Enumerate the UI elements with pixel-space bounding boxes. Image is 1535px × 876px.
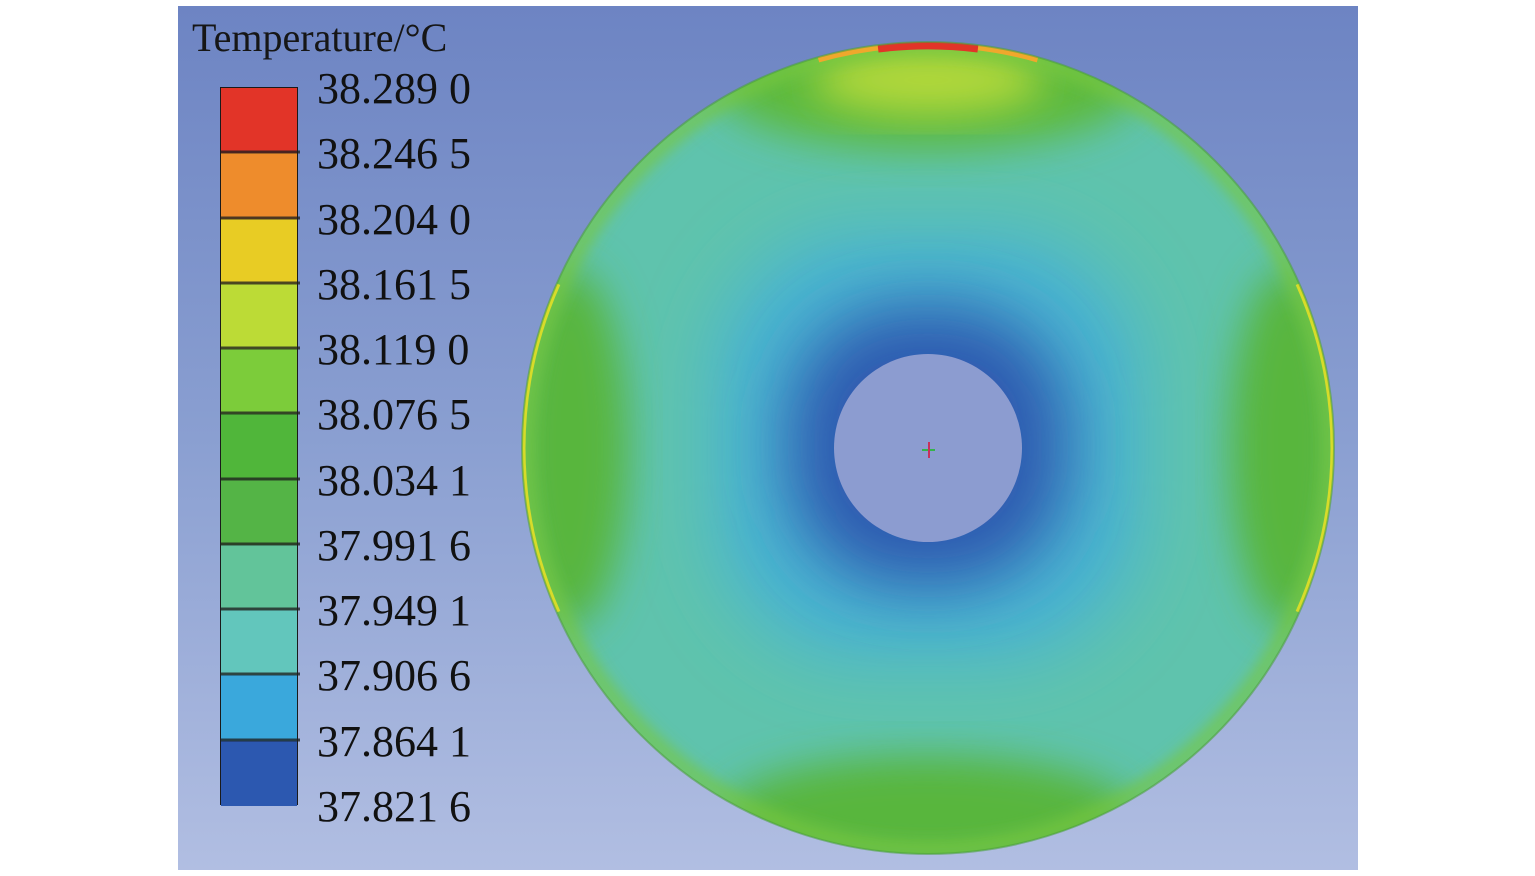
temperature-contour-model [521,41,1335,855]
legend-tick [220,216,300,220]
origin-triad-icon [922,442,935,458]
legend-level-label: 37.906 6 [317,651,471,701]
result-viewport[interactable]: Temperature/°C 38.289 0 38.246 5 38.204 0 3… [178,6,1358,870]
legend-band [221,349,297,415]
legend-tick [220,738,300,742]
legend-level-label: 38.204 0 [317,194,471,244]
legend-level-label: 38.161 5 [317,259,471,309]
legend-level-label: 37.991 6 [317,520,471,570]
legend-band [221,153,297,220]
legend-band [221,479,297,546]
legend-level-label: 38.034 1 [317,455,471,505]
legend-tick [220,477,300,481]
legend-tick [220,607,300,611]
legend-band [221,675,297,742]
legend-band [221,610,297,676]
legend-tick [220,672,300,676]
legend-level-label: 38.246 5 [317,129,471,179]
legend-title: Temperature/°C [192,15,448,60]
legend-band [221,740,297,807]
legend-tick [220,346,300,350]
legend-level-label: 38.076 5 [317,390,471,440]
legend-band [221,414,297,481]
legend-band [221,218,297,285]
legend-level-label: 38.289 0 [317,64,471,113]
legend-tick [220,281,300,285]
legend-band [221,544,297,611]
legend-level-label: 37.949 1 [317,586,471,636]
legend-level-label: 38.119 0 [317,325,470,375]
legend-band [221,283,297,350]
legend-level-label: 37.864 1 [317,716,471,766]
legend-tick [220,150,300,154]
legend-tick [220,542,300,546]
legend-level-label: 37.821 6 [317,782,471,831]
legend-tick [220,411,300,415]
legend-band [221,88,297,154]
color-legend-bar [220,87,298,807]
